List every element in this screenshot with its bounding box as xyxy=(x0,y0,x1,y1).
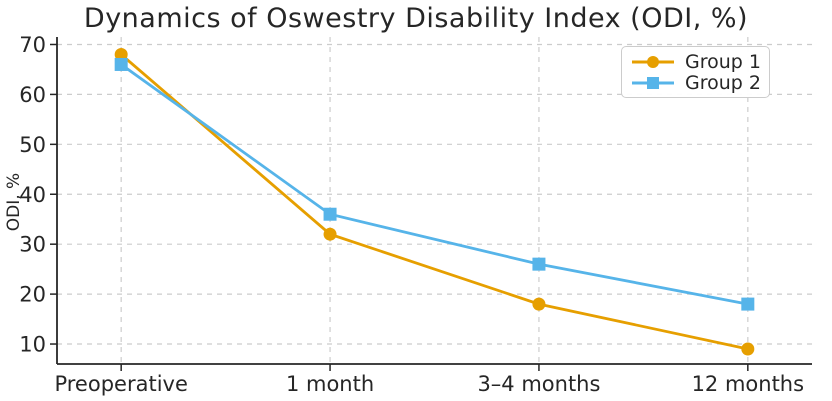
series-line-group-2 xyxy=(119,63,750,306)
data-point-marker xyxy=(323,207,337,221)
data-point-marker xyxy=(114,47,128,61)
y-tick-label: 70 xyxy=(19,33,46,57)
group1-line-circle-icon xyxy=(632,55,674,68)
data-point-marker xyxy=(741,342,755,356)
y-tick-label: 30 xyxy=(19,233,46,257)
x-tick-label: Preoperative xyxy=(54,372,187,396)
y-tick-label: 40 xyxy=(19,183,46,207)
y-tick-label: 60 xyxy=(19,83,46,107)
legend-label-group-2: Group 2 xyxy=(685,71,761,94)
legend: Group 1 Group 2 xyxy=(621,46,770,98)
data-point-marker xyxy=(532,257,546,271)
y-tick-label: 50 xyxy=(19,133,46,157)
x-tick-label: 3–4 months xyxy=(477,372,600,396)
data-point-marker xyxy=(532,297,546,311)
data-point-marker xyxy=(323,227,337,241)
x-tick-label: 1 month xyxy=(286,372,374,396)
y-tick-label: 10 xyxy=(19,333,46,357)
legend-label-group-1: Group 1 xyxy=(685,50,761,73)
data-point-marker xyxy=(741,297,755,311)
chart-title: Dynamics of Oswestry Disability Index (O… xyxy=(83,3,749,34)
x-tick-label: 12 months xyxy=(692,372,805,396)
series-line-group-1 xyxy=(119,53,750,351)
group2-line-square-icon xyxy=(632,76,674,89)
y-tick-label: 20 xyxy=(19,283,46,307)
legend-item-group-2: Group 2 xyxy=(630,71,761,94)
legend-item-group-1: Group 1 xyxy=(630,50,761,73)
data-point-marker xyxy=(114,57,128,71)
